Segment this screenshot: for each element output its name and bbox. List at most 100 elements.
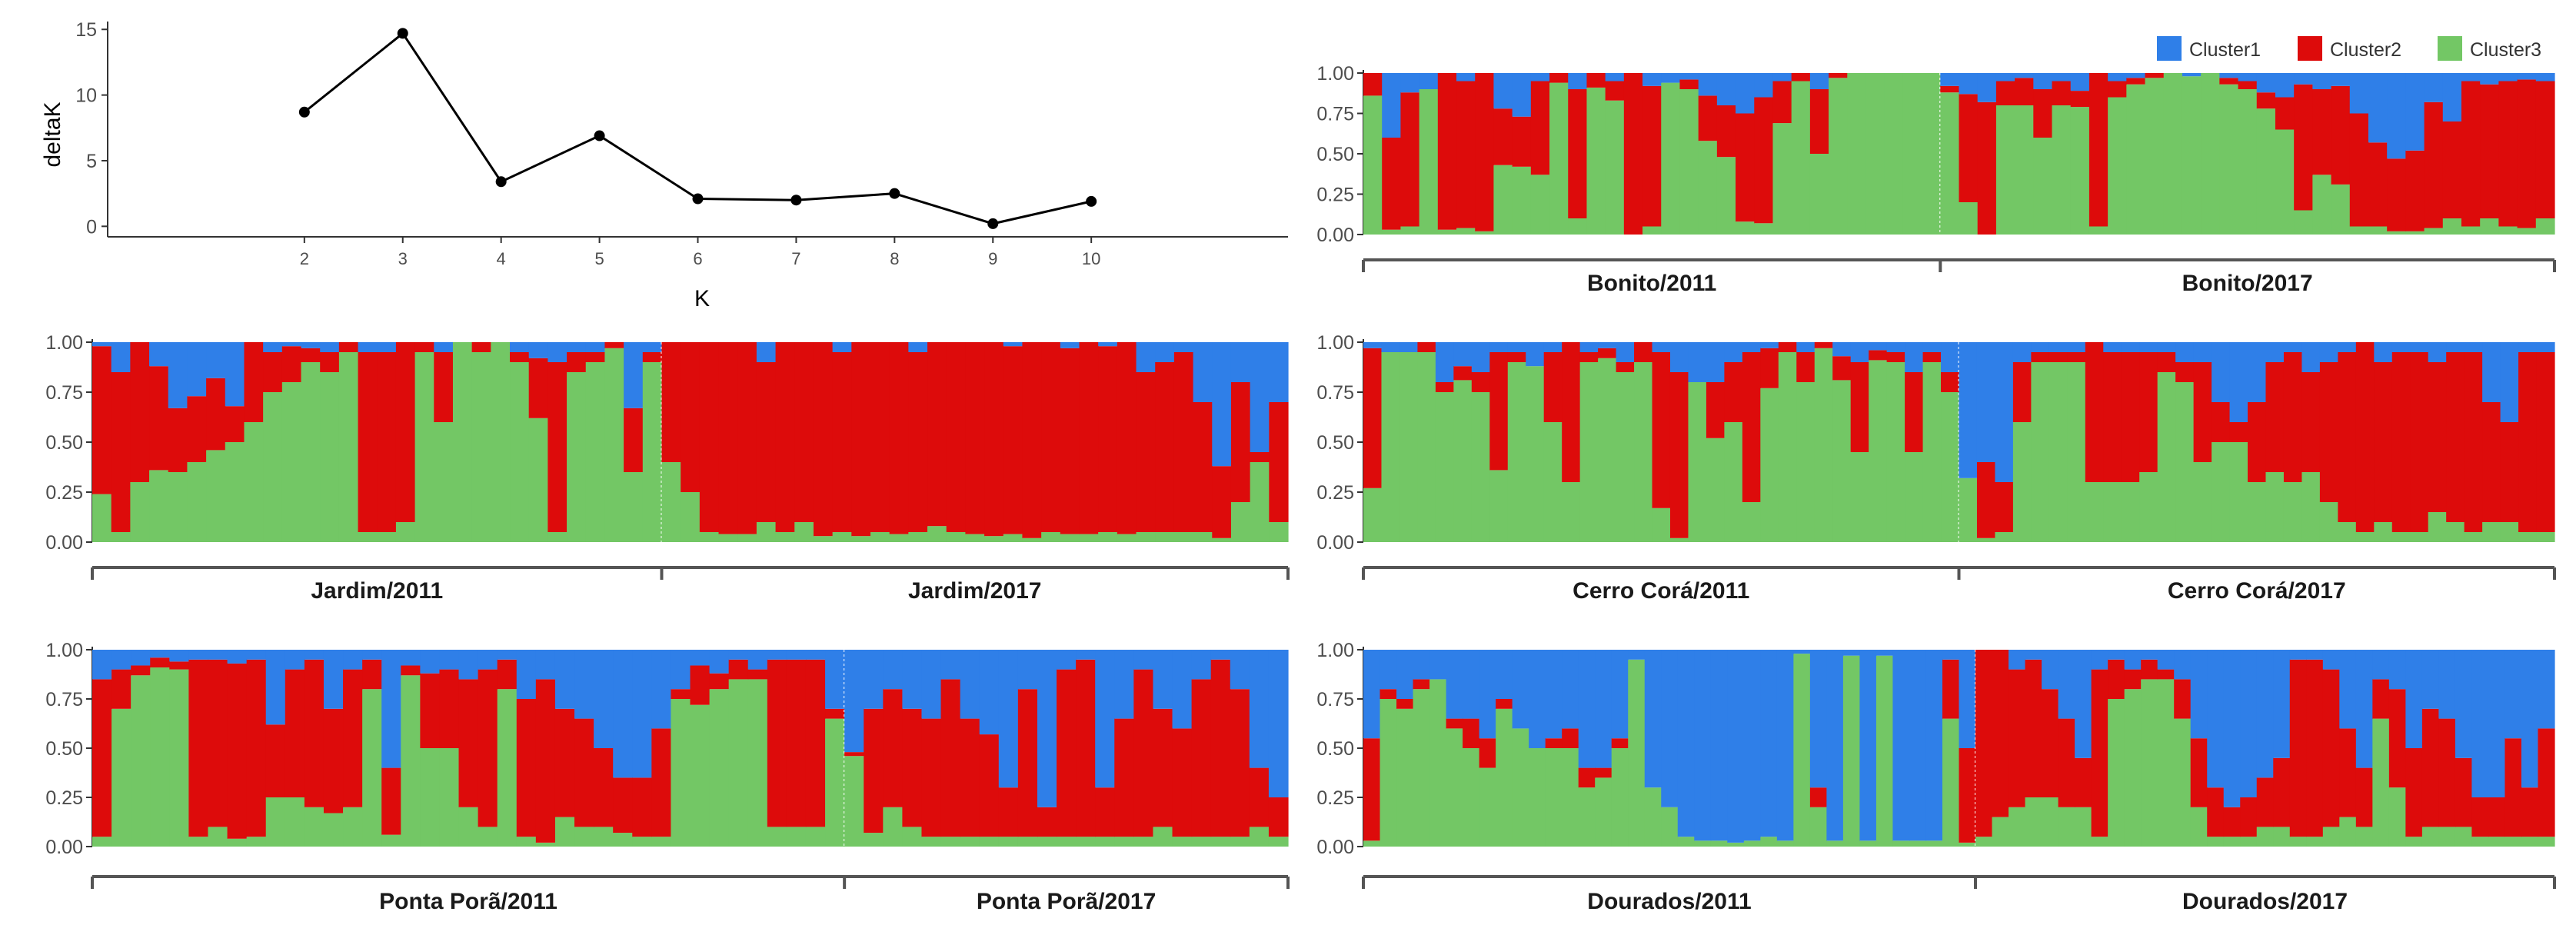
structure-bar-cluster1 [1977, 73, 1997, 102]
structure-bar-cluster1 [2182, 73, 2202, 77]
structure-bar-cluster3 [285, 797, 305, 847]
structure-bar-cluster2 [699, 342, 720, 532]
structure-bar-cluster3 [681, 492, 701, 542]
structure-bar-cluster3 [265, 797, 286, 847]
structure-bar-cluster2 [362, 659, 382, 690]
panel-y-tick-label: 0.75 [1316, 689, 1354, 710]
structure-bar-cluster2 [585, 352, 606, 362]
structure-bar-cluster3 [2535, 218, 2555, 235]
structure-bar-cluster2 [111, 372, 131, 532]
structure-bar-cluster2 [2275, 97, 2295, 130]
structure-bar-cluster1 [883, 650, 903, 690]
structure-bar-cluster3 [2067, 362, 2086, 542]
structure-bar-cluster1 [1832, 342, 1852, 357]
structure-bar-cluster3 [825, 718, 845, 847]
structure-bar-cluster3 [150, 667, 170, 847]
structure-bar-cluster1 [1859, 650, 1877, 841]
structure-bar-cluster3 [1796, 382, 1816, 542]
structure-bar-cluster2 [471, 342, 491, 352]
structure-bar-cluster2 [574, 718, 594, 827]
structure-bar-cluster3 [323, 813, 344, 847]
deltak-x-tick-label: 3 [398, 249, 408, 268]
structure-bar-cluster1 [2248, 342, 2267, 402]
structure-bar-cluster2 [604, 342, 624, 348]
structure-bar-cluster3 [1942, 718, 1960, 847]
legend-label-cluster2: Cluster2 [2330, 39, 2401, 61]
structure-bar-cluster3 [805, 827, 826, 847]
structure-bar-cluster2 [244, 342, 264, 422]
structure-bar-cluster1 [1905, 342, 1924, 372]
structure-bar-cluster3 [2091, 837, 2108, 847]
panel-y-tick-label: 0.50 [45, 432, 83, 454]
panel-y-tick-label: 0.75 [45, 382, 83, 404]
structure-bar-cluster2 [1060, 348, 1080, 534]
structure-bar-cluster1 [1060, 342, 1080, 348]
structure-bar-cluster2 [1363, 738, 1381, 841]
structure-bar-cluster2 [343, 669, 363, 807]
structure-bar-cluster3 [1489, 470, 1509, 542]
panel-ponta: 0.00 0.25 0.50 0.75 1.00 Ponta Porã/2011 Ponta… [45, 640, 1290, 914]
deltak-x-tick-label: 10 [1082, 249, 1100, 268]
structure-bar-cluster3 [642, 362, 663, 542]
structure-bar-cluster1 [1435, 342, 1454, 382]
structure-bar-cluster1 [1114, 650, 1134, 719]
structure-bar-cluster3 [1363, 487, 1383, 542]
population-label: Ponta Porã/2017 [977, 889, 1156, 914]
structure-bar-cluster1 [1706, 342, 1725, 382]
structure-bar-cluster2 [1922, 352, 1942, 362]
structure-bar-cluster2 [1886, 352, 1905, 362]
structure-bar-cluster2 [2175, 362, 2195, 382]
structure-bar-cluster2 [2190, 738, 2208, 807]
structure-bar-cluster2 [208, 659, 228, 827]
structure-bar-cluster2 [1791, 73, 1811, 82]
structure-bar-cluster3 [998, 837, 1019, 847]
structure-bar-cluster2 [1057, 669, 1077, 837]
structure-bar-cluster2 [864, 708, 884, 834]
structure-bar-cluster2 [1940, 85, 1960, 93]
structure-bar-cluster1 [1886, 342, 1905, 352]
structure-bar-cluster2 [2240, 797, 2258, 837]
structure-bar-cluster3 [2355, 827, 2373, 847]
structure-bar-cluster3 [452, 342, 473, 542]
structure-bar-cluster3 [1940, 92, 1960, 235]
structure-bar-cluster2 [870, 342, 890, 532]
structure-bar-cluster1 [2349, 73, 2369, 114]
structure-bar-cluster1 [864, 650, 884, 709]
deltak-line-chart: deltaK K 0 5 10 15 2 3 4 5 6 7 8 9 10 [40, 19, 1288, 311]
structure-bar-cluster2 [2108, 659, 2125, 699]
structure-bar-cluster2 [1850, 362, 1869, 452]
structure-bar-cluster1 [1875, 650, 1894, 656]
structure-bar-cluster3 [1041, 532, 1061, 542]
structure-bar-cluster3 [737, 534, 757, 542]
structure-bar-cluster1 [1688, 342, 1707, 382]
structure-bar-cluster2 [2031, 352, 2050, 362]
panel-y-tick-label: 0.25 [45, 482, 83, 504]
population-label: Cerro Corá/2011 [1573, 578, 1749, 604]
panel-y-tick-label: 1.00 [1316, 332, 1354, 354]
structure-bar-cluster3 [320, 372, 340, 542]
deltak-y-tick-label: 10 [75, 85, 97, 107]
structure-bar-cluster3 [844, 756, 864, 847]
panel-y-tick-label: 0.50 [1316, 144, 1354, 165]
panel-y-tick-label: 0.75 [1316, 382, 1354, 404]
structure-bar-cluster1 [567, 342, 587, 352]
structure-bar-cluster3 [343, 807, 363, 847]
structure-bar-cluster3 [2289, 837, 2307, 847]
structure-bar-cluster2 [2405, 150, 2425, 231]
structure-bar-cluster3 [1892, 840, 1910, 847]
structure-bar-cluster1 [1017, 650, 1038, 690]
structure-bar-cluster3 [1716, 157, 1736, 235]
structure-bar-cluster3 [2219, 84, 2239, 235]
structure-bar-cluster3 [775, 532, 795, 542]
structure-bar-cluster3 [2157, 372, 2176, 542]
structure-bar-cluster3 [497, 689, 518, 847]
structure-bar-cluster3 [1925, 840, 1943, 847]
structure-bar-cluster3 [2521, 837, 2539, 847]
structure-bar-cluster1 [2438, 650, 2456, 719]
structure-bar-cluster3 [1396, 708, 1414, 847]
structure-bar-cluster3 [2312, 175, 2332, 235]
structure-bar-cluster3 [2500, 522, 2519, 542]
structure-bar-cluster3 [301, 362, 321, 542]
structure-bar-cluster3 [2126, 84, 2146, 235]
structure-bar-cluster1 [2322, 650, 2340, 670]
